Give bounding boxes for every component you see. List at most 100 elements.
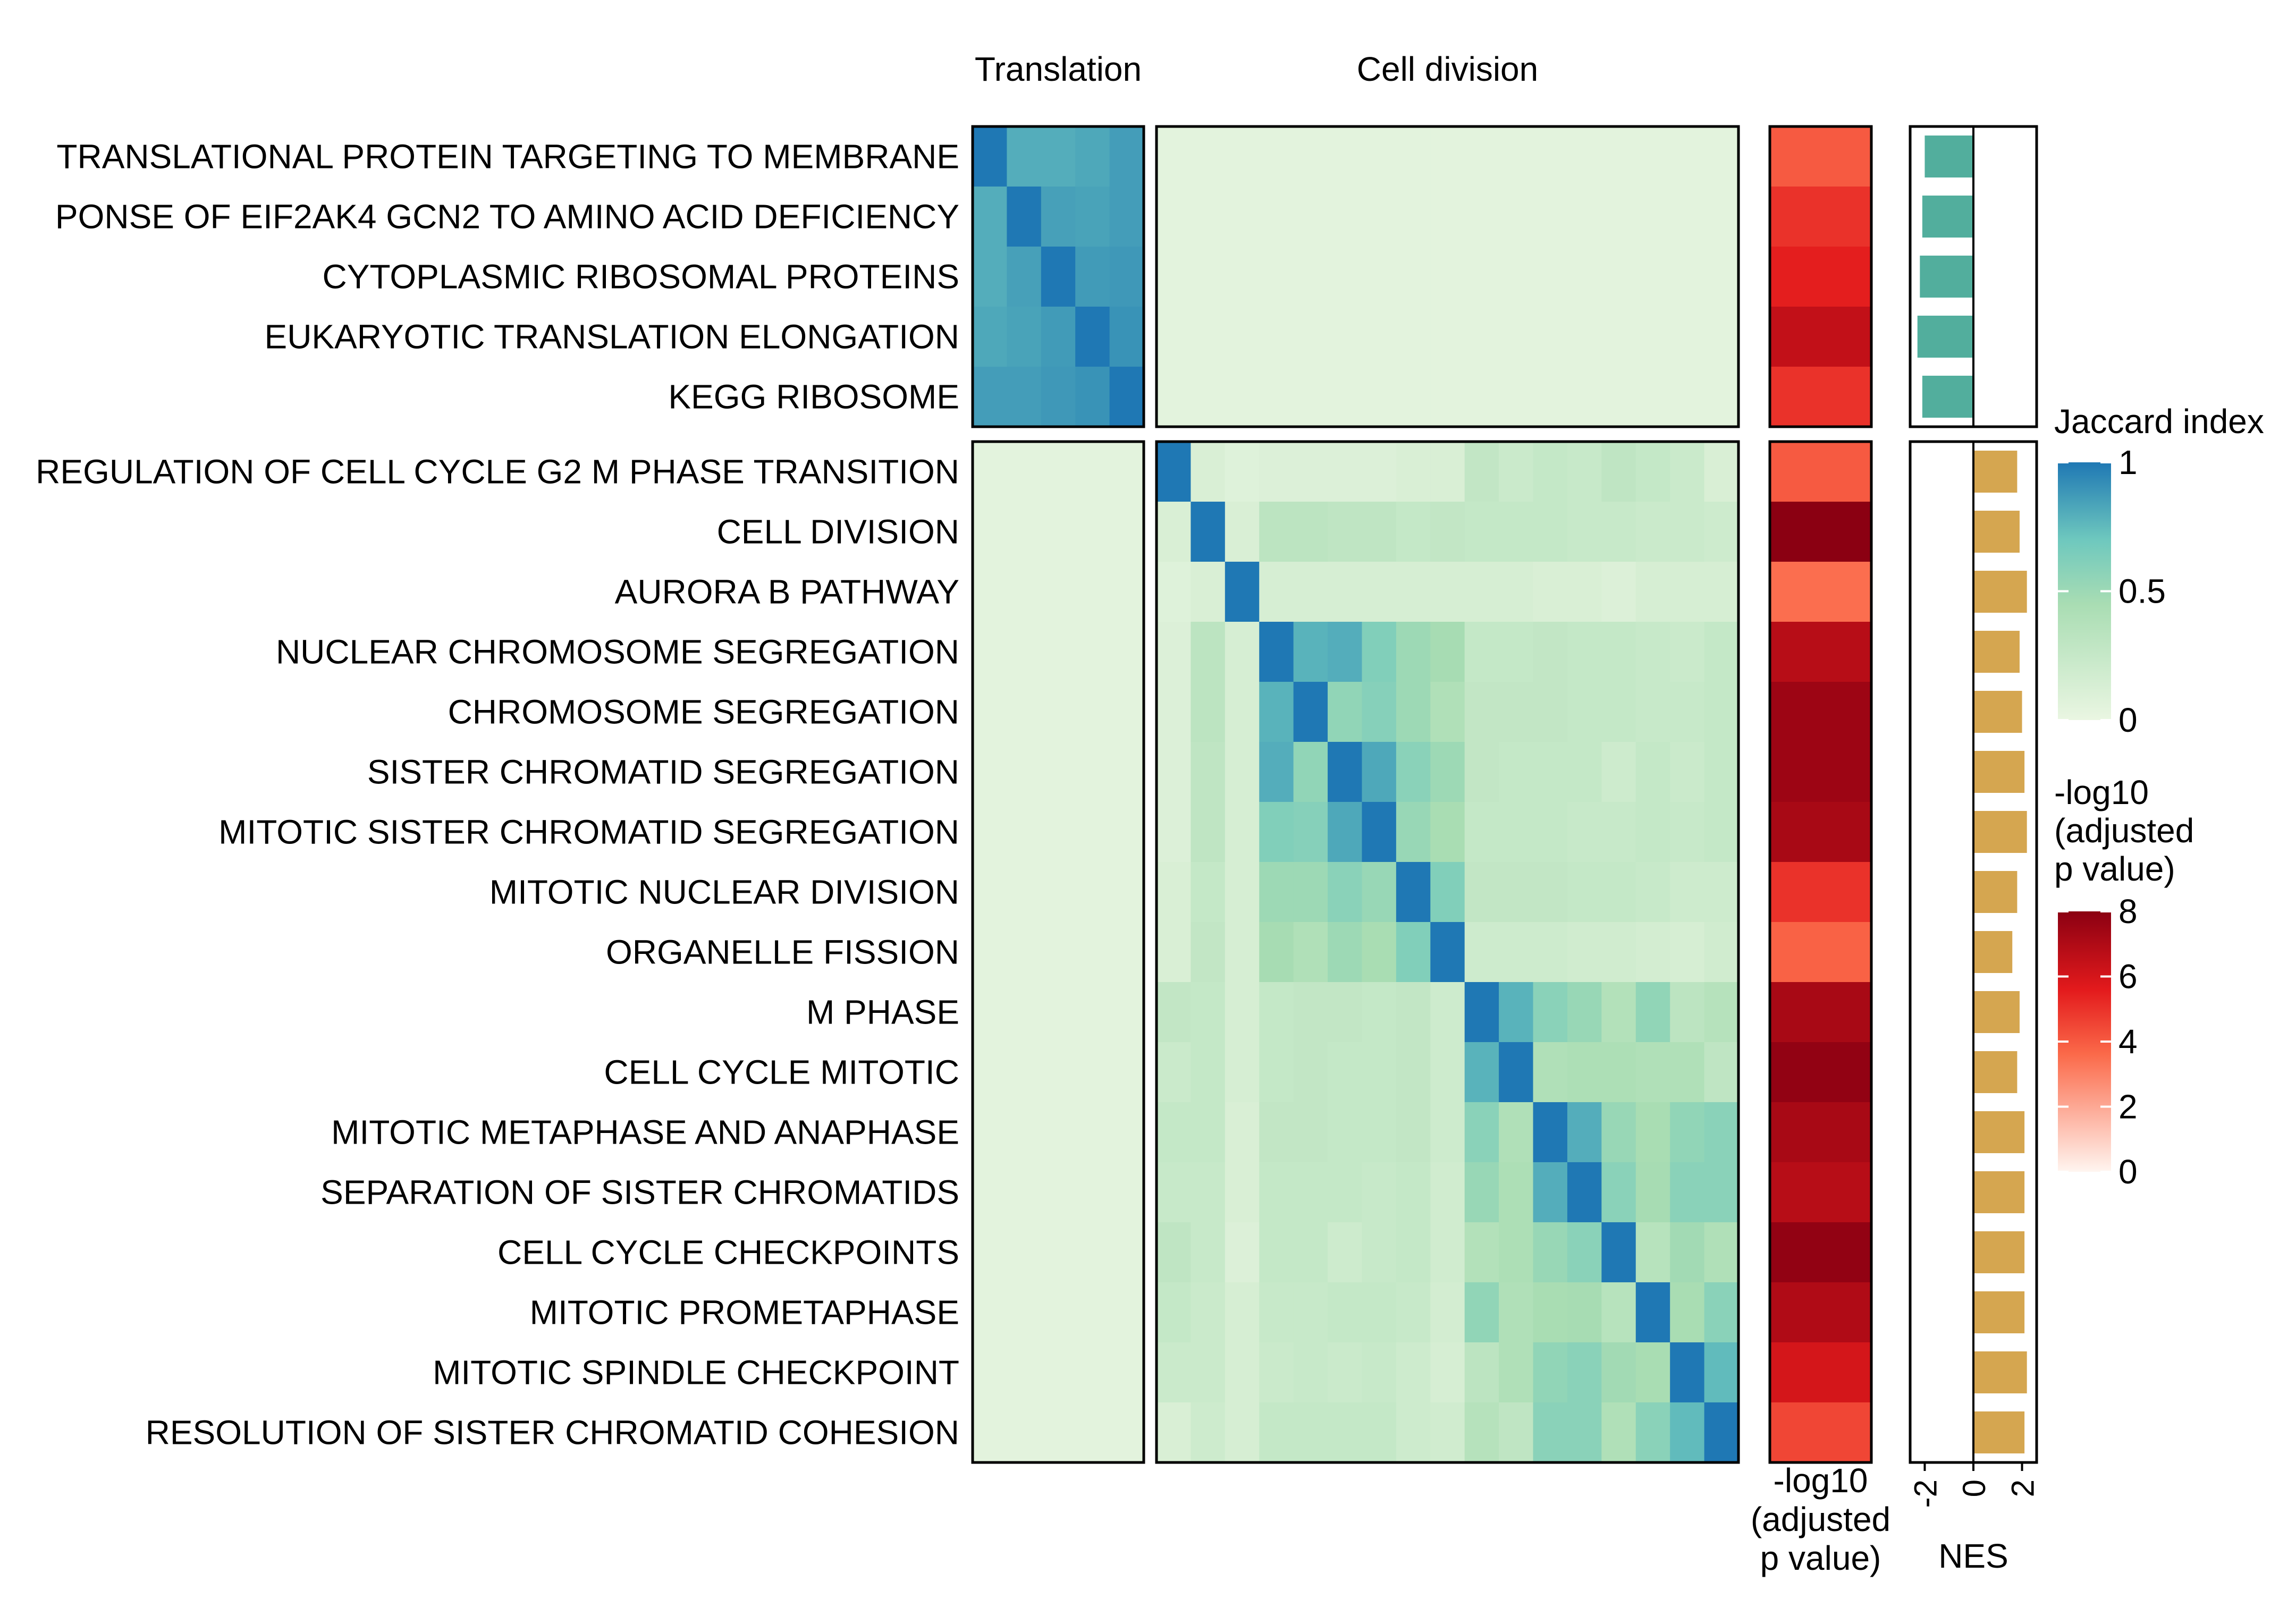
- row-label: CELL CYCLE MITOTIC: [604, 1053, 959, 1092]
- heatmap-cell: [1635, 126, 1670, 187]
- heatmap-cell: [1328, 1222, 1363, 1283]
- heatmap-cell: [1041, 622, 1076, 682]
- row-label: SEPARATION OF SISTER CHROMATIDS: [320, 1173, 959, 1212]
- heatmap-cell: [1293, 682, 1328, 742]
- pvalue-axis-label: (adjusted: [1751, 1500, 1890, 1538]
- nes-tick-label: 2: [2005, 1479, 2041, 1497]
- heatmap-cell: [1075, 1162, 1110, 1223]
- heatmap-cell: [973, 307, 1007, 367]
- heatmap-cell: [1704, 1402, 1739, 1463]
- heatmap-cell: [1041, 247, 1076, 307]
- group-label-cell-division: Cell division: [1357, 50, 1538, 88]
- heatmap-cell: [1704, 1102, 1739, 1163]
- legend-title-pvalue: -log10: [2054, 773, 2149, 811]
- heatmap-cell: [1191, 1042, 1226, 1103]
- heatmap-cell: [1191, 1402, 1226, 1463]
- heatmap-cell: [1293, 1222, 1328, 1283]
- heatmap-cell: [1293, 247, 1328, 307]
- heatmap-cell: [1007, 1162, 1042, 1223]
- heatmap-cell: [1635, 802, 1670, 862]
- heatmap-cell: [1075, 922, 1110, 983]
- pvalue-cell: [1770, 742, 1871, 802]
- heatmap-cell: [1293, 622, 1328, 682]
- heatmap-cell: [1328, 187, 1363, 247]
- heatmap-cell: [1157, 982, 1192, 1043]
- jaccard-heatmap: [973, 126, 1739, 1463]
- heatmap-cell: [1567, 1222, 1602, 1283]
- heatmap-cell: [1396, 742, 1431, 802]
- heatmap-cell: [1362, 1222, 1397, 1283]
- heatmap-cell: [1041, 442, 1076, 502]
- heatmap-cell: [1191, 307, 1226, 367]
- heatmap-cell: [1007, 1342, 1042, 1403]
- heatmap-cell: [1157, 367, 1192, 427]
- nes-column: [1917, 126, 2027, 1462]
- heatmap-cell: [1157, 307, 1192, 367]
- heatmap-cell: [1499, 1102, 1534, 1163]
- nes-bar: [1920, 256, 1973, 298]
- heatmap-cell: [1075, 982, 1110, 1043]
- nes-bar: [1922, 196, 1973, 238]
- heatmap-cell: [1499, 562, 1534, 622]
- heatmap-cell: [1499, 442, 1534, 502]
- nes-bar: [1973, 1351, 2027, 1393]
- heatmap-cell: [1007, 442, 1042, 502]
- heatmap-cell: [1041, 742, 1076, 802]
- heatmap-cell: [1259, 1102, 1294, 1163]
- heatmap-cell: [1157, 742, 1192, 802]
- heatmap-cell: [1567, 1102, 1602, 1163]
- heatmap-cell: [1464, 1042, 1499, 1103]
- heatmap-cell: [1191, 982, 1226, 1043]
- legend-tick-label: 1: [2118, 443, 2138, 481]
- nes-bar: [1973, 1291, 2025, 1333]
- heatmap-cell: [1704, 307, 1739, 367]
- heatmap-cell: [1704, 1222, 1739, 1283]
- heatmap-cell: [1670, 862, 1705, 923]
- heatmap-cell: [1041, 1042, 1076, 1103]
- heatmap-cell: [1259, 1342, 1294, 1403]
- heatmap-cell: [1157, 862, 1192, 923]
- heatmap-cell: [1601, 502, 1636, 562]
- heatmap-cell: [1259, 442, 1294, 502]
- heatmap-cell: [1430, 247, 1465, 307]
- block-border: [1155, 440, 1740, 1464]
- heatmap-cell: [973, 862, 1007, 923]
- heatmap-cell: [1499, 682, 1534, 742]
- heatmap-cell: [1567, 502, 1602, 562]
- heatmap-cell: [1293, 742, 1328, 802]
- heatmap-cell: [1601, 562, 1636, 622]
- heatmap-cell: [1328, 442, 1363, 502]
- heatmap-cell: [1041, 187, 1076, 247]
- heatmap-cell: [1109, 922, 1144, 983]
- heatmap-cell: [1362, 682, 1397, 742]
- heatmap-cell: [1007, 367, 1042, 427]
- heatmap-cell: [1259, 1162, 1294, 1223]
- heatmap-cell: [1007, 1402, 1042, 1463]
- heatmap-cell: [1670, 682, 1705, 742]
- heatmap-cell: [1464, 1342, 1499, 1403]
- heatmap-cell: [973, 742, 1007, 802]
- heatmap-cell: [1396, 1282, 1431, 1343]
- heatmap-cell: [1396, 922, 1431, 983]
- heatmap-cell: [1075, 126, 1110, 187]
- heatmap-cell: [1567, 247, 1602, 307]
- heatmap-cell: [1499, 1342, 1534, 1403]
- heatmap-cell: [1075, 442, 1110, 502]
- row-label: REGULATION OF CELL CYCLE G2 M PHASE TRAN…: [36, 453, 959, 491]
- nes-bar: [1973, 1231, 2025, 1273]
- heatmap-cell: [1007, 247, 1042, 307]
- heatmap-cell: [1225, 682, 1260, 742]
- heatmap-cell: [1567, 307, 1602, 367]
- heatmap-cell: [973, 126, 1007, 187]
- heatmap-cell: [1293, 1162, 1328, 1223]
- pvalue-cell: [1770, 1162, 1871, 1223]
- heatmap-cell: [1109, 562, 1144, 622]
- heatmap-cell: [1430, 982, 1465, 1043]
- heatmap-cell: [1225, 502, 1260, 562]
- heatmap-cell: [1259, 862, 1294, 923]
- heatmap-cell: [1259, 802, 1294, 862]
- heatmap-cell: [1396, 1222, 1431, 1283]
- legend-tick-label: 0.5: [2118, 572, 2166, 611]
- nes-bar: [1973, 1111, 2025, 1153]
- heatmap-cell: [1464, 682, 1499, 742]
